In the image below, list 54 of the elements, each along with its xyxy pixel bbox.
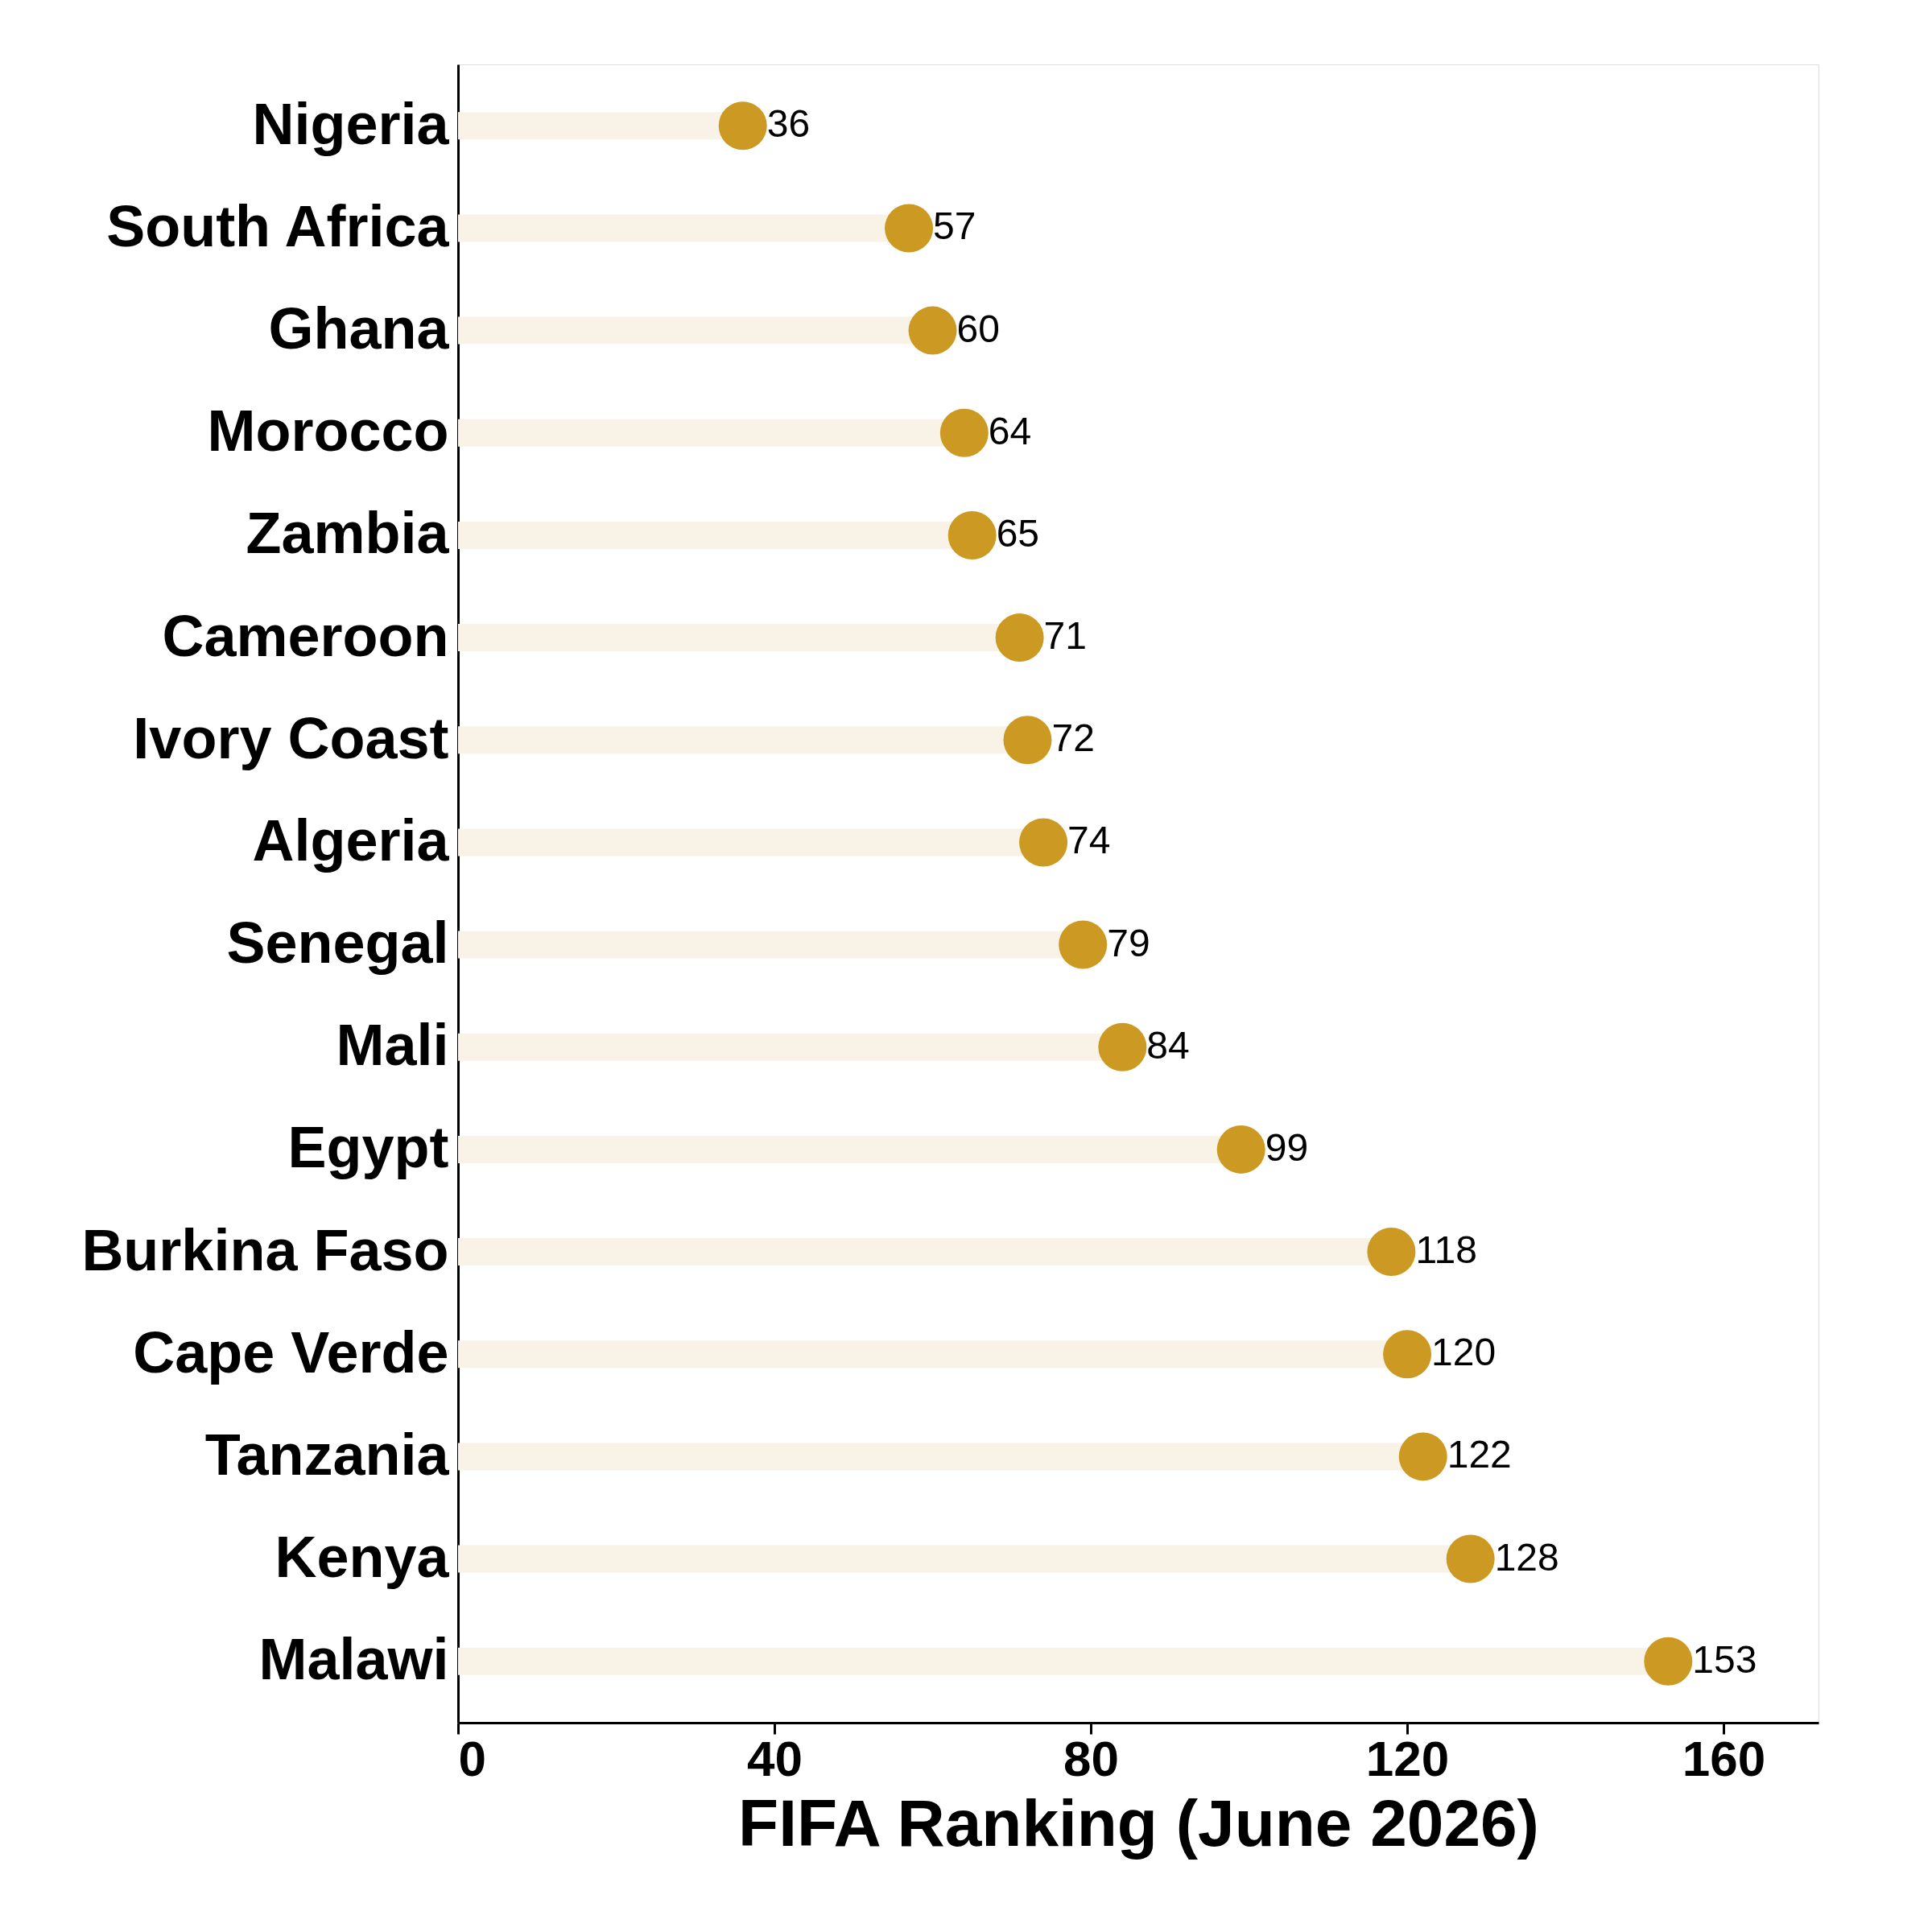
y-tick-label: Senegal — [226, 910, 449, 976]
data-label: 153 — [1692, 1637, 1757, 1681]
data-label: 84 — [1146, 1023, 1190, 1067]
point — [1383, 1330, 1432, 1379]
y-tick-label: Ivory Coast — [133, 705, 449, 770]
point — [1644, 1637, 1693, 1686]
x-tick-label: 40 — [747, 1730, 803, 1786]
data-label: 65 — [996, 511, 1040, 555]
data-label: 128 — [1494, 1535, 1559, 1579]
point — [1367, 1228, 1416, 1276]
point — [1098, 1022, 1147, 1071]
point — [995, 613, 1044, 663]
y-tick-label: Algeria — [252, 807, 450, 873]
x-tick-label: 120 — [1365, 1730, 1450, 1786]
data-label: 120 — [1431, 1331, 1496, 1374]
x-tick-label: 160 — [1682, 1730, 1766, 1786]
data-label: 74 — [1067, 819, 1111, 862]
point — [885, 204, 934, 253]
y-tick-label: South Africa — [106, 193, 450, 258]
data-label: 79 — [1107, 921, 1150, 964]
data-label: 60 — [956, 307, 1000, 350]
x-tick-label: 0 — [458, 1730, 486, 1786]
point — [947, 511, 997, 559]
data-label: 122 — [1447, 1433, 1512, 1476]
data-label: 71 — [1043, 614, 1088, 658]
point — [1059, 920, 1108, 969]
y-tick-label: Malawi — [258, 1627, 449, 1692]
point — [1216, 1125, 1265, 1174]
y-tick-label: Tanzania — [204, 1422, 450, 1487]
y-tick-label: Kenya — [275, 1525, 450, 1590]
data-label: 64 — [988, 409, 1032, 452]
y-tick-label: Nigeria — [252, 91, 450, 156]
y-tick-label: Burkina Faso — [81, 1217, 449, 1282]
data-label: 36 — [766, 102, 811, 146]
data-label: 72 — [1051, 716, 1095, 760]
point — [1003, 716, 1052, 765]
point — [1398, 1432, 1447, 1481]
data-label: 118 — [1415, 1228, 1477, 1272]
y-tick-label: Cape Verde — [133, 1319, 449, 1385]
data-label: 57 — [933, 204, 976, 248]
y-tick-label: Ghana — [268, 296, 450, 361]
y-tick-label: Morocco — [207, 398, 449, 464]
y-tick-label: Egypt — [287, 1115, 449, 1180]
point — [939, 408, 989, 457]
point — [908, 306, 957, 355]
data-label: 99 — [1265, 1125, 1309, 1169]
x-axis-title: FIFA Ranking (June 2026) — [738, 1785, 1539, 1860]
point — [718, 101, 767, 151]
y-tick-label: Cameroon — [162, 603, 449, 668]
x-tick-label: 80 — [1063, 1730, 1120, 1786]
point — [1446, 1534, 1495, 1583]
y-tick-label: Mali — [336, 1013, 449, 1078]
point — [1019, 818, 1068, 867]
y-tick-label: Zambia — [246, 501, 450, 566]
